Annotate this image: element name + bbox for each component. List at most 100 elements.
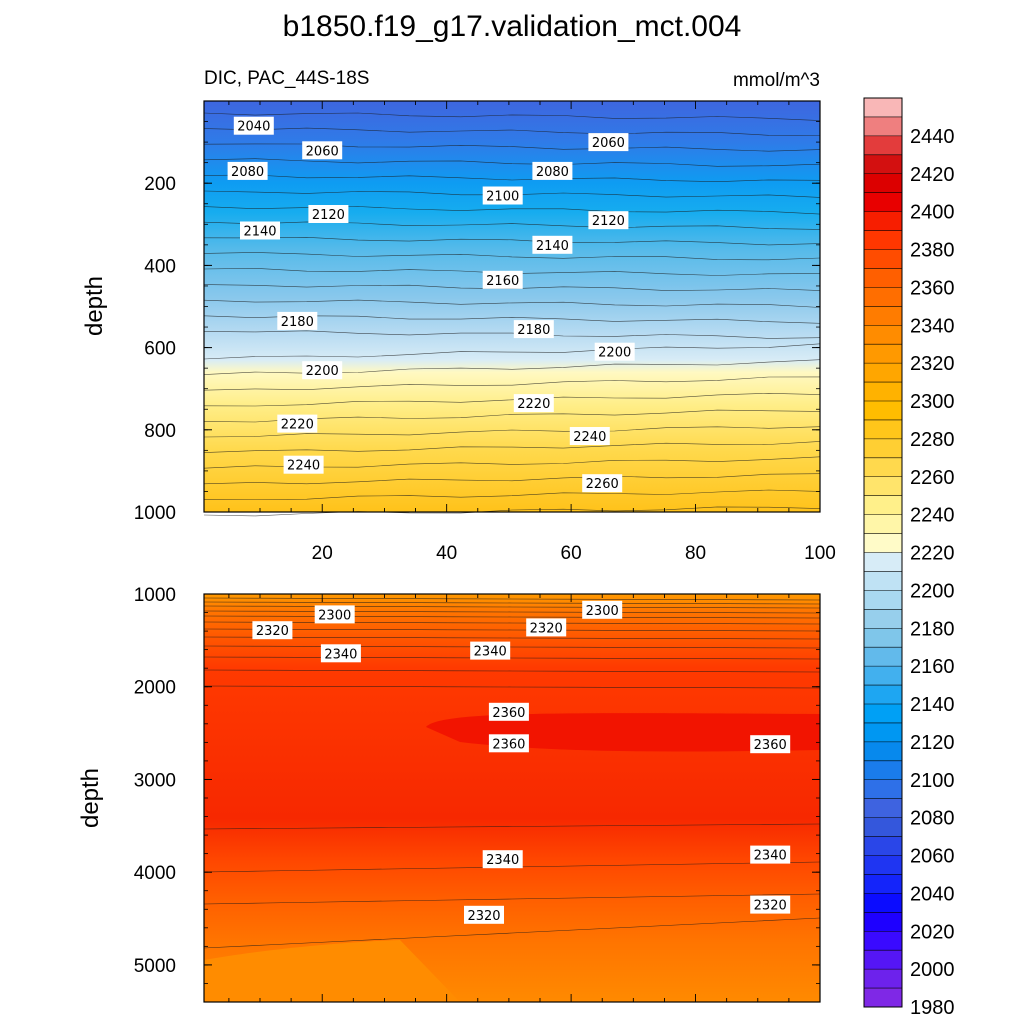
svg-text:2140: 2140 [536,239,569,254]
svg-text:2080: 2080 [231,165,264,180]
colorbar-swatch [864,798,902,818]
contour-label: 2240 [283,455,324,474]
colorbar-swatch [864,609,902,629]
contour-line [203,221,821,230]
contour-label: 2220 [513,394,554,413]
colorbar-label: 2120 [910,732,955,754]
contour-line [203,610,821,614]
contour-label: 2120 [308,205,349,223]
svg-text:2360: 2360 [754,738,787,753]
colorbar-swatch [864,552,902,572]
contour-line [203,656,821,660]
colorbar-swatch [864,590,902,610]
colorbar-label: 2060 [910,846,955,868]
contour-label: 2340 [482,850,523,869]
contour-label: 2360 [488,702,529,721]
svg-text:2060: 2060 [306,144,339,159]
y-tick-label: 1000 [134,503,176,524]
contour-line [203,426,821,438]
contour-line [203,685,821,689]
svg-text:2360: 2360 [492,737,525,752]
subtitle-variable: DIC, PAC_44S-18S [204,68,369,89]
contour-line [203,597,821,601]
svg-text:2340: 2340 [486,853,519,868]
contour-label: 2180 [513,320,554,339]
contour-label: 2320 [252,621,293,640]
svg-text:2140: 2140 [243,225,276,240]
svg-text:2240: 2240 [573,430,606,445]
svg-text:2260: 2260 [586,477,619,492]
svg-text:2320: 2320 [530,621,563,636]
contour-label: 2040 [233,116,274,135]
colorbar-swatch [864,438,902,459]
contour-label: 2340 [750,845,791,864]
colorbar-swatch [864,855,902,875]
contour-line [203,621,821,625]
contour-label: 2160 [482,270,523,289]
colorbar-label: 2100 [910,770,955,792]
contour-label: 2240 [569,427,610,445]
colorbar-swatch [864,344,902,364]
contour-line [203,376,821,391]
svg-text:2340: 2340 [324,647,357,662]
svg-text:2160: 2160 [486,274,519,289]
colorbar-swatch [864,249,902,269]
colorbar-swatch [864,135,902,156]
colorbar-label: 2340 [910,315,955,337]
colorbar-swatch [864,647,902,667]
contour-label: 2360 [488,734,529,753]
upper-contour-labels: 2040 2060 2060 2080 2080 2100 2120 2120 2140 2140… [227,116,635,493]
svg-text:2360: 2360 [492,706,525,721]
y-tick-label: 1000 [134,585,176,606]
contour-line [203,645,821,649]
colorbar-swatch [864,741,902,762]
svg-text:2040: 2040 [237,120,270,135]
colorbar-swatch [864,154,902,175]
svg-text:2220: 2220 [281,418,314,433]
contour-label: 2120 [588,211,629,230]
colorbar-swatch [864,893,902,913]
contour-line [203,299,821,308]
svg-text:2200: 2200 [598,346,631,361]
contour-line [203,236,821,246]
contour-line [203,392,821,407]
svg-text:2340: 2340 [474,645,507,660]
colorbar-swatch [864,476,902,496]
contour-line [203,605,821,609]
colorbar-swatch [864,969,902,989]
colorbar-label: 2320 [910,353,955,375]
contour-line [203,158,821,167]
upper-plot-area [204,101,820,512]
colorbar-swatch [864,98,902,118]
upper-contour-lines [203,112,821,517]
contour-line [203,601,821,605]
contour-line [203,473,821,485]
svg-text:2120: 2120 [592,214,625,229]
svg-text:2320: 2320 [256,624,289,639]
colorbar-label: 2260 [910,467,955,489]
contour-label: 2360 [750,735,791,754]
colorbar-label: 2400 [910,202,955,224]
contour-label: 2340 [320,644,361,663]
x-tick-label: 40 [436,543,457,564]
contour-label: 2320 [526,618,567,637]
contour-line [203,636,821,640]
contour-label: 2220 [277,414,318,433]
svg-text:2200: 2200 [306,364,339,379]
contour-line [203,441,821,453]
y-tick-label: 4000 [134,863,176,884]
lower-contour-labels: 2300 2300 2320 2320 2340 2340 2360 2360 2360 2340… [252,600,791,924]
contour-label: 2320 [464,905,504,924]
lower-contour-lines [203,597,821,949]
svg-text:2120: 2120 [312,208,345,223]
lower-panel: 2300 2300 2320 2320 2340 2340 2360 2360 2360 2340… [77,585,821,1003]
colorbar-label: 2180 [910,618,955,640]
contour-line [203,330,821,339]
x-tick-label: 20 [312,543,333,564]
svg-text:2300: 2300 [586,604,619,619]
colorbar-swatch [864,533,902,553]
colorbar-swatch [864,779,902,799]
colorbar-swatch [864,817,902,837]
y-tick-label: 800 [144,421,176,442]
